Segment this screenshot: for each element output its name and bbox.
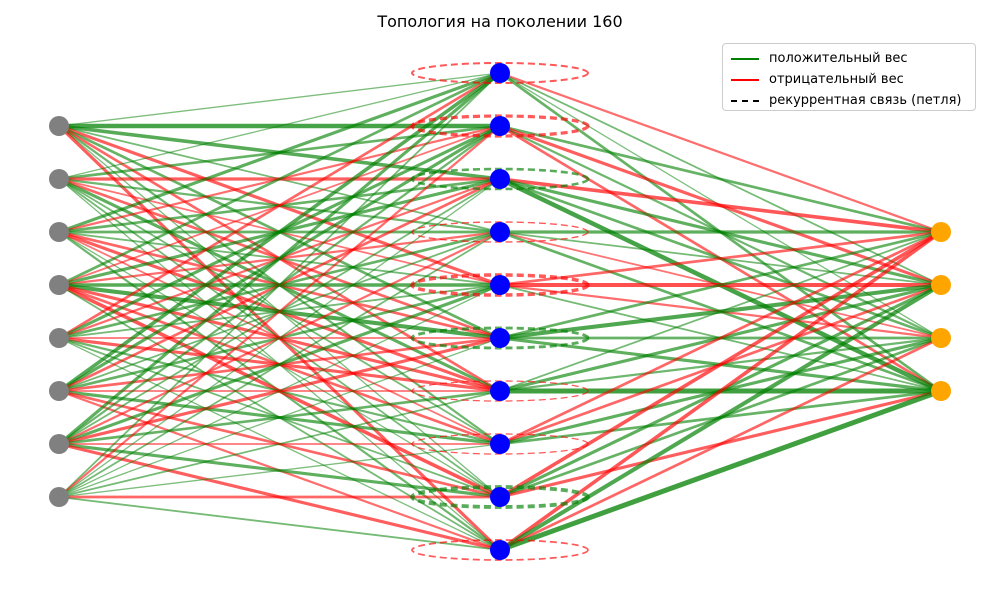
input-node-2 <box>49 222 69 242</box>
edge-input-6-hidden-0 <box>57 71 502 446</box>
hidden-node-1 <box>490 116 510 136</box>
output-node-3 <box>931 381 951 401</box>
edge-input-1-hidden-0 <box>58 72 501 180</box>
input-node-6 <box>49 434 69 454</box>
edge-hidden-9-output-0 <box>498 230 943 552</box>
hidden-node-6 <box>490 381 510 401</box>
edge-input-0-hidden-0 <box>58 72 501 127</box>
hidden-node-8 <box>490 487 510 507</box>
legend-negative-line-icon <box>731 78 759 81</box>
input-node-5 <box>49 381 69 401</box>
legend-item-positive: положительный вес <box>731 48 967 69</box>
hidden-node-5 <box>490 328 510 348</box>
edge-input-4-hidden-0 <box>58 71 501 340</box>
output-node-2 <box>931 328 951 348</box>
edge-input-5-hidden-0 <box>57 71 502 393</box>
edge-input-7-hidden-9 <box>58 496 501 551</box>
edge-input-7-hidden-2 <box>58 178 501 498</box>
output-node-1 <box>931 275 951 295</box>
hidden-node-2 <box>490 169 510 189</box>
network-nodes <box>49 63 951 560</box>
edge-input-7-hidden-7 <box>58 443 501 498</box>
recurrent-loops <box>410 62 590 561</box>
legend-positive-label: положительный вес <box>769 51 908 66</box>
edge-hidden-6-output-0 <box>499 231 942 392</box>
edge-input-7-hidden-4 <box>58 284 501 498</box>
legend-negative-label: отрицательный вес <box>769 72 904 87</box>
input-node-4 <box>49 328 69 348</box>
hidden-node-0 <box>490 63 510 83</box>
legend-positive-line-icon <box>731 57 759 60</box>
edge-hidden-9-output-3 <box>499 388 942 553</box>
input-node-0 <box>49 116 69 136</box>
input-node-1 <box>49 169 69 189</box>
hidden-node-7 <box>490 434 510 454</box>
edge-input-7-hidden-0 <box>58 72 501 498</box>
edge-input-3-hidden-0 <box>58 71 501 287</box>
hidden-node-9 <box>490 540 510 560</box>
legend: положительный вес отрицательный вес реку… <box>722 43 976 111</box>
legend-item-recurrent: рекуррентная связь (петля) <box>731 90 967 111</box>
edge-input-2-hidden-0 <box>58 71 501 234</box>
edge-hidden-2-output-0 <box>499 177 942 234</box>
edge-hidden-9-output-1 <box>498 283 943 552</box>
edge-input-7-hidden-5 <box>58 337 501 498</box>
edge-hidden-7-output-0 <box>499 230 942 446</box>
legend-recurrent-dash-icon <box>731 99 759 102</box>
hidden-node-3 <box>490 222 510 242</box>
edge-hidden-4-output-0 <box>499 230 942 287</box>
edge-hidden-5-output-0 <box>499 230 942 340</box>
legend-item-negative: отрицательный вес <box>731 69 967 90</box>
chart-title: Топология на поколении 160 <box>377 12 623 31</box>
input-node-3 <box>49 275 69 295</box>
connection-edges <box>57 71 943 553</box>
edge-input-7-hidden-1 <box>58 125 501 498</box>
input-node-7 <box>49 487 69 507</box>
output-node-0 <box>931 222 951 242</box>
edge-hidden-0-output-0 <box>499 71 942 234</box>
legend-recurrent-label: рекуррентная связь (петля) <box>769 93 962 108</box>
edge-hidden-8-output-0 <box>499 230 942 499</box>
edge-input-7-hidden-6 <box>58 390 501 498</box>
edge-hidden-9-output-2 <box>499 336 942 552</box>
hidden-node-4 <box>490 275 510 295</box>
edge-hidden-1-output-0 <box>499 124 942 234</box>
edge-input-7-hidden-3 <box>58 231 501 498</box>
